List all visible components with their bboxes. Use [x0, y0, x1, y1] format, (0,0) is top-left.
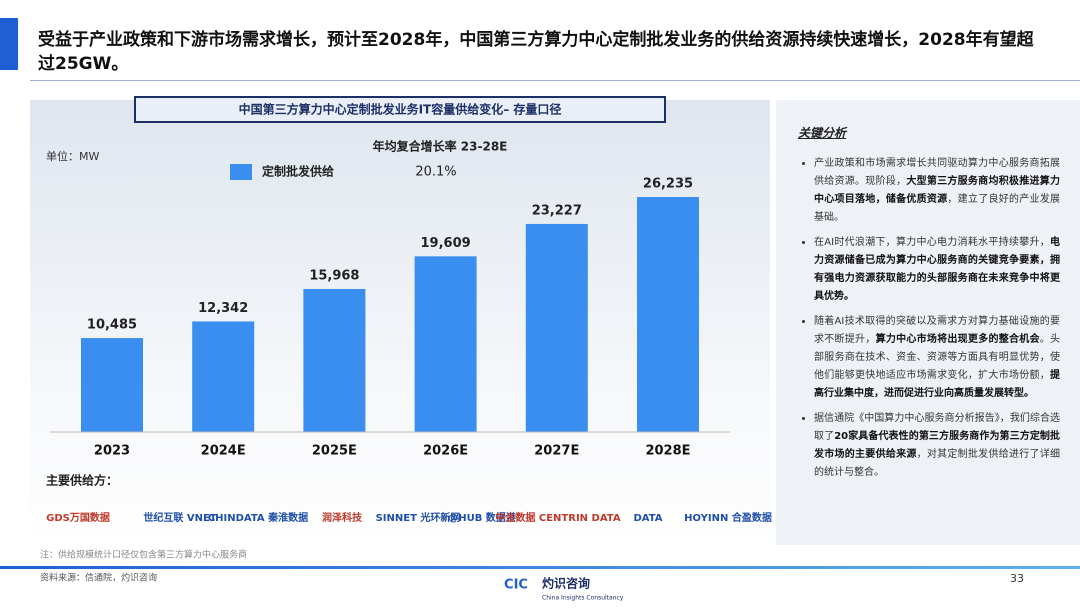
bullet-text: 据信通院《中国算力中心服务商分析报告》，我们综合选取了 — [814, 413, 1060, 442]
slide-title: 受益于产业政策和下游市场需求增长，预计至2028年，中国第三方算力中心定制批发业… — [38, 30, 1034, 74]
bullet-text: 。头部服务商在技术、资金、资源等方面具有明显优势，使他们能够更快地适应市场需求变… — [814, 334, 1061, 381]
bullet-text: 产业政策和市场需求增长共同驱动算力中心服务商拓展供给资源。现阶段， — [814, 158, 1060, 187]
bar — [81, 338, 143, 432]
supplier-logo: GDS万国数据 — [46, 511, 110, 524]
logo-name: 灼识咨询 — [542, 576, 590, 591]
x-tick-label: 2023 — [94, 444, 130, 459]
bullet-text: 20家具备代表性的第三方服务商作为第三方定制批发市场的主要供给来源 — [814, 431, 1061, 460]
bullet: 在AI时代浪潮下，算力中心电力消耗水平持续攀升，电力资源储备已成为算力中心服务商… — [814, 234, 1060, 306]
value-label: 12,342 — [198, 301, 248, 316]
supplier-logo: CHINDATA 秦淮数据 — [208, 511, 308, 524]
supplier-logo: 润泽科技 — [322, 511, 363, 524]
bar — [414, 256, 477, 432]
bullet-list: 产业政策和市场需求增长共同驱动算力中心服务商拓展供给资源。现阶段，大型第三方服务… — [798, 155, 1060, 482]
accent-bar — [0, 18, 18, 70]
bullet-text: 随着AI技术取得的突破以及需求方对算力基础设施的要求不断提升， — [814, 316, 1060, 345]
note: 注：供给规模统计口径仅包含第三方算力中心服务商 — [40, 549, 247, 561]
cagr-title: 年均复合增长率 23-28E — [373, 139, 508, 154]
supplier-logo: 中金数据 CENTRIN DATA — [495, 511, 620, 524]
chart-title-box — [134, 96, 666, 123]
x-tick-label: 2028E — [645, 444, 690, 459]
footer-logo: CIC 灼识咨询 China Insights Consultancy — [504, 576, 624, 602]
supplier-logo: HOYINN 合盈数据 — [684, 511, 772, 524]
bullet-text: ，建立了良好的产业发展基础。 — [814, 194, 1061, 223]
page-number: 33 — [1010, 572, 1024, 585]
legend-swatch — [230, 164, 252, 180]
suppliers-title: 主要供给方： — [46, 473, 118, 488]
chart-title: 中国第三方算力中心定制批发业务IT容量供给变化– 存量口径 — [239, 102, 562, 117]
sidebar-title: 关键分析 — [798, 126, 847, 140]
logo-en: China Insights Consultancy — [542, 595, 624, 602]
bullet-text: 算力中心市场将出现更多的整合机会 — [875, 334, 1040, 345]
bullet: 产业政策和市场需求增长共同驱动算力中心服务商拓展供给资源。现阶段，大型第三方服务… — [814, 155, 1060, 227]
x-tick-label: 2026E — [423, 444, 468, 459]
bullet-text: 电力资源储备已成为算力中心服务商的关键竞争要素，拥有强电力资源获取能力的头部服务… — [814, 237, 1060, 302]
chart: 中国第三方算力中心定制批发业务IT容量供给变化– 存量口径 单位：MW 年均复合… — [30, 96, 772, 584]
bullet-text: ，对其定制批发供给进行了详细的统计与整合。 — [814, 449, 1061, 478]
value-label: 26,235 — [643, 177, 693, 192]
supplier-logo: DATA — [633, 513, 662, 524]
x-tick-label: 2025E — [312, 444, 357, 459]
supplier-logo: @HUB 数据港 — [448, 511, 517, 524]
bar — [637, 197, 699, 432]
bullet-text: 提高行业集中度，进而促进行业向高质量发展转型。 — [814, 370, 1060, 399]
bullet: 据信通院《中国算力中心服务商分析报告》，我们综合选取了20家具备代表性的第三方服… — [814, 410, 1060, 482]
value-label: 15,968 — [309, 268, 359, 283]
value-label: 10,485 — [87, 318, 137, 333]
value-label: 23,227 — [532, 203, 582, 218]
x-tick-label: 2024E — [201, 444, 246, 459]
cagr-value: 20.1% — [415, 165, 456, 180]
bar — [303, 288, 366, 432]
supplier-logo: SINNET 光环新网 — [376, 511, 461, 524]
sidebar: 关键分析 产业政策和市场需求增长共同驱动算力中心服务商拓展供给资源。现阶段，大型… — [776, 100, 1080, 545]
bullet-text: 在AI时代浪潮下，算力中心电力消耗水平持续攀升， — [814, 237, 1050, 248]
x-tick-label: 2027E — [534, 444, 579, 459]
footer-line — [0, 566, 1080, 569]
bullet: 随着AI技术取得的突破以及需求方对算力基础设施的要求不断提升，算力中心市场将出现… — [814, 313, 1060, 403]
value-label: 19,609 — [421, 236, 471, 251]
unit: 单位：MW — [46, 149, 99, 163]
supplier-logo: 世纪互联 VNET — [143, 511, 216, 524]
legend-label: 定制批发供给 — [262, 164, 334, 179]
bar — [525, 223, 588, 432]
bar — [192, 321, 255, 432]
logo-mark: CIC — [504, 578, 528, 593]
divider — [30, 80, 1080, 81]
bullet-text: 大型第三方服务商均积极推进算力中心项目落地，储备优质资源 — [814, 176, 1061, 205]
source: 资料来源：信通院，灼识咨询 — [40, 572, 157, 584]
